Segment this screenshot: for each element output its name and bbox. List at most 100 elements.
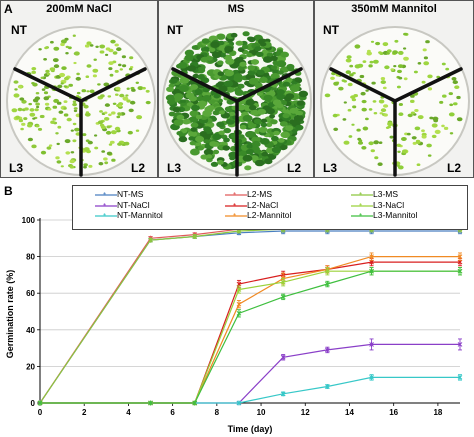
seedling: [361, 146, 367, 150]
seedling: [94, 134, 98, 137]
legend-label: L2-NaCl: [247, 200, 279, 210]
seedling: [122, 96, 129, 101]
seedling: [347, 108, 352, 112]
seedling: [200, 154, 208, 160]
seedling: [100, 94, 105, 98]
seedling: [35, 92, 40, 95]
seedling: [374, 156, 379, 160]
seedling: [406, 132, 411, 136]
seedling: [280, 131, 290, 139]
seedling: [449, 103, 454, 107]
series-line: [39, 226, 460, 404]
seedling: [108, 67, 113, 71]
seedling: [368, 141, 374, 146]
seedling: [269, 114, 276, 119]
seedling: [239, 61, 247, 67]
seedling: [43, 58, 47, 61]
seedling: [289, 107, 298, 114]
seedling: [369, 60, 374, 64]
seedling: [276, 60, 287, 68]
seedling: [197, 146, 204, 151]
seedling: [407, 113, 413, 118]
seedling: [387, 121, 393, 127]
seedling: [260, 122, 268, 128]
seedling: [74, 51, 80, 56]
seedling: [57, 125, 62, 129]
seedling: [365, 117, 369, 121]
seedling: [88, 164, 93, 168]
seedling: [242, 154, 253, 162]
seedling: [370, 40, 375, 43]
y-tick-label: 40: [26, 326, 35, 335]
plate-mannitol: 350mM Mannitol NT L3 L2: [314, 0, 474, 178]
seedling: [182, 118, 191, 125]
seedling: [266, 122, 273, 128]
seedling: [60, 165, 64, 168]
seedling: [276, 93, 286, 101]
seedling: [349, 64, 354, 68]
seedling: [41, 88, 46, 91]
seedling: [373, 112, 378, 115]
seedling: [189, 116, 199, 123]
seedling: [295, 124, 304, 131]
seedling: [289, 85, 300, 92]
svg-text:*: *: [359, 212, 362, 220]
seedling: [178, 136, 188, 143]
seedling: [360, 91, 366, 96]
seedling: [456, 95, 461, 100]
data-point: [236, 400, 242, 406]
seedling: [423, 61, 430, 66]
seedling: [258, 76, 268, 84]
seedling: [213, 142, 220, 147]
plate-title-ms: MS: [227, 3, 245, 15]
seedling: [270, 119, 278, 125]
y-axis-title: Germination rate (%): [5, 270, 15, 359]
seedling: [178, 62, 188, 69]
seedling: [56, 142, 60, 146]
seedling: [173, 119, 184, 126]
seedling: [18, 119, 24, 123]
seedling: [89, 89, 95, 94]
seedling: [247, 65, 256, 71]
seedling: [24, 107, 29, 111]
seedling: [40, 150, 47, 155]
x-tick-label: 8: [215, 408, 220, 417]
seedling: [194, 89, 203, 95]
seedling: [403, 56, 409, 61]
svg-text:*: *: [233, 202, 236, 210]
legend-label: L3-NaCl: [373, 200, 405, 210]
seedling: [45, 69, 50, 73]
seedling: [256, 69, 265, 76]
seedling: [421, 135, 427, 139]
seedling: [248, 77, 259, 85]
seedling: [350, 95, 356, 99]
seedling: [112, 51, 118, 55]
svg-text:*: *: [359, 191, 362, 199]
x-axis-title: Time (day): [228, 424, 273, 434]
seedling: [212, 149, 220, 155]
seedling: [27, 123, 33, 128]
svg-text:*: *: [103, 191, 106, 199]
seedling: [217, 60, 224, 65]
seedling: [63, 85, 67, 88]
seedling: [217, 81, 224, 86]
seedling: [396, 143, 402, 147]
seedling: [31, 67, 37, 71]
seedling: [383, 113, 388, 117]
x-tick-label: 14: [345, 408, 354, 417]
data-point: [37, 400, 43, 406]
seedling: [271, 146, 282, 154]
plate-ms-nt-label: NT: [167, 23, 183, 37]
seedling: [330, 76, 335, 81]
data-point: [236, 310, 242, 316]
seedling: [99, 50, 105, 54]
seedling: [222, 145, 231, 151]
seedling: [271, 135, 279, 142]
seedling: [260, 42, 267, 47]
seedling: [348, 135, 353, 138]
seedling: [245, 99, 255, 106]
seedling: [255, 51, 264, 57]
seedling: [29, 112, 36, 117]
y-tick-label: 0: [31, 399, 36, 408]
x-tick-label: 0: [38, 408, 43, 417]
